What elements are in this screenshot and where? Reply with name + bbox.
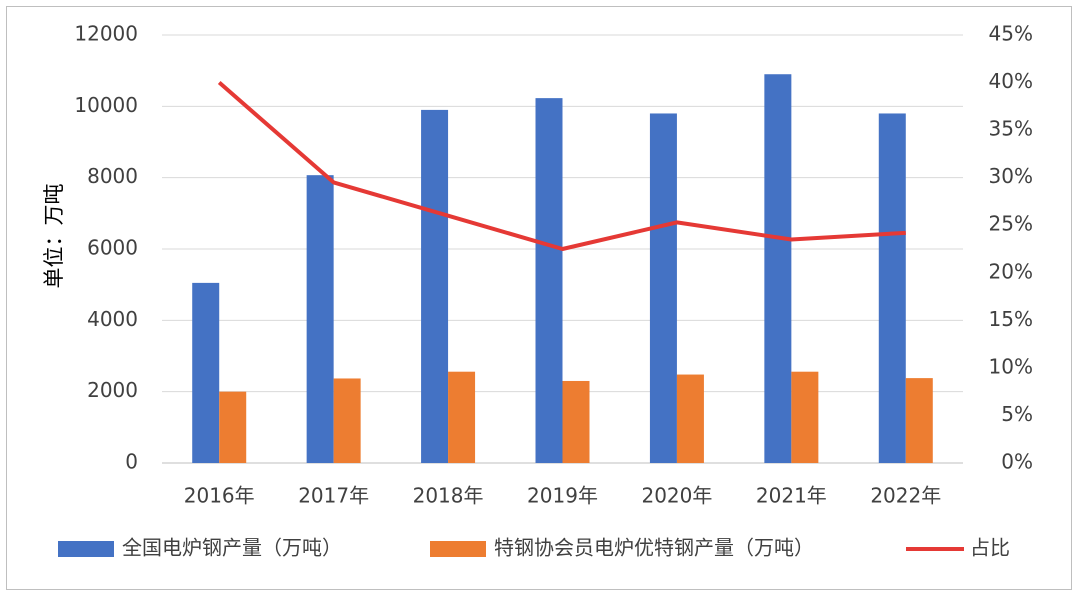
x-tick-label: 2020年 <box>641 484 712 508</box>
bar-national <box>535 98 563 463</box>
line-series <box>217 81 906 251</box>
bar-marks <box>192 74 933 464</box>
y2-tick-label: 25% <box>989 212 1033 236</box>
y-tick-label: 0 <box>125 450 138 474</box>
legend-label: 占比 <box>970 536 1010 560</box>
y2-tick-label: 35% <box>989 117 1033 141</box>
bar-national <box>306 175 334 464</box>
bar-national <box>192 282 220 463</box>
y-tick-label: 8000 <box>87 164 138 188</box>
y2-tick-label: 45% <box>989 22 1033 46</box>
x-tick-label: 2016年 <box>184 484 255 508</box>
y2-tick-label: 40% <box>989 69 1033 93</box>
legend-swatch <box>58 541 114 557</box>
bar-special-steel <box>448 371 476 463</box>
bar-special-steel <box>905 378 933 463</box>
y-tick-label: 2000 <box>87 378 138 402</box>
y2-tick-label: 0% <box>1001 450 1033 474</box>
y-axis-label: 单位：万吨 <box>42 184 66 289</box>
legend-label: 全国电炉钢产量（万吨） <box>122 536 342 560</box>
bar-national <box>764 74 792 463</box>
legend: 全国电炉钢产量（万吨） 特钢协会员电炉优特钢产量（万吨） 占比 <box>58 536 1010 560</box>
x-tick-label: 2017年 <box>298 484 369 508</box>
y2-tick-label: 10% <box>989 354 1033 378</box>
x-tick-label: 2018年 <box>413 484 484 508</box>
bar-special-steel <box>219 391 247 463</box>
right-axis-ticks: 0% 5% 10% 15% 20% 25% 30% 35% 40% 45% <box>989 22 1033 474</box>
y-tick-label: 6000 <box>87 236 138 260</box>
legend-swatch <box>430 541 486 557</box>
bar-special-steel <box>676 374 704 463</box>
bar-special-steel <box>791 371 819 463</box>
bar-special-steel <box>562 380 590 463</box>
x-tick-label: 2021年 <box>756 484 827 508</box>
bar-national <box>649 113 677 463</box>
bar-national <box>421 109 449 464</box>
legend-label: 特钢协会员电炉优特钢产量（万吨） <box>494 536 814 560</box>
x-tick-label: 2022年 <box>870 484 941 508</box>
bar-national <box>878 113 906 463</box>
y2-tick-label: 5% <box>1001 402 1033 426</box>
y2-tick-label: 15% <box>989 307 1033 331</box>
y-tick-label: 10000 <box>74 93 138 117</box>
y2-tick-label: 30% <box>989 164 1033 188</box>
x-axis-ticks: 2016年 2017年 2018年 2019年 2020年 2021年 2022年 <box>184 484 941 508</box>
y-tick-label: 12000 <box>74 22 138 46</box>
x-tick-label: 2019年 <box>527 484 598 508</box>
y2-tick-label: 20% <box>989 259 1033 283</box>
y-tick-label: 4000 <box>87 307 138 331</box>
bar-special-steel <box>333 378 361 463</box>
left-axis-ticks: 0 2000 4000 6000 8000 10000 12000 <box>74 22 138 474</box>
